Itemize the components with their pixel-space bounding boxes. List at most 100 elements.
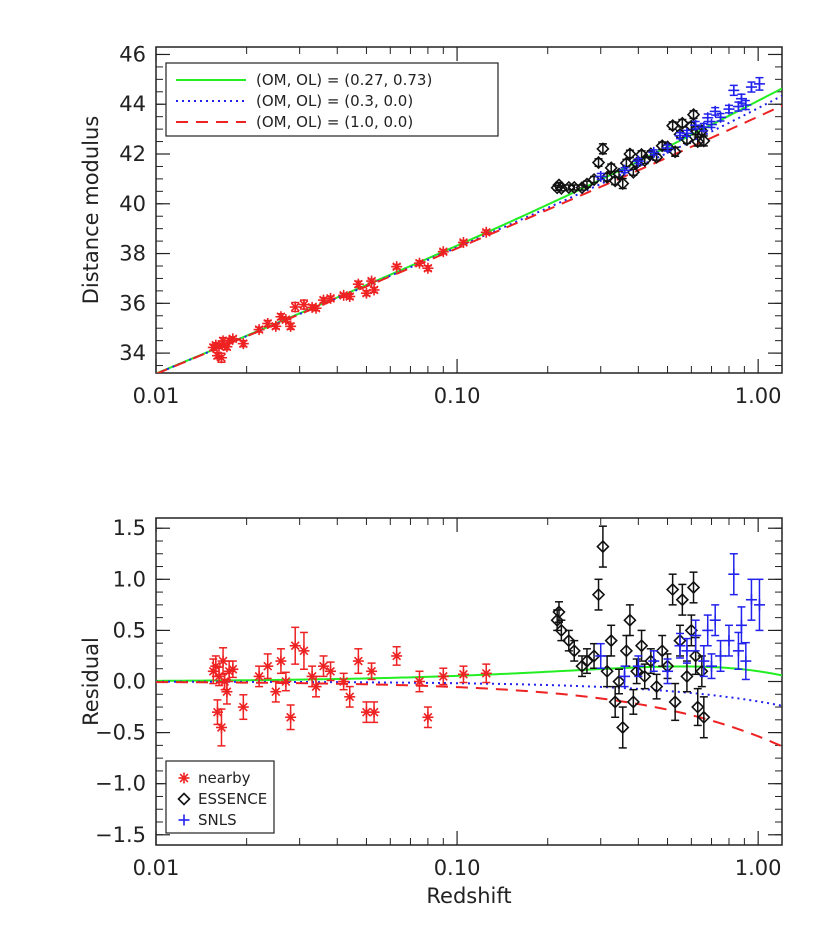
- diamond-marker: [596, 539, 610, 554]
- diamond-marker: [591, 588, 606, 602]
- data-point-snls: [698, 121, 710, 133]
- asterisk-marker-stroke: [263, 319, 273, 328]
- asterisk-marker-stroke: [367, 666, 377, 676]
- diamond-marker: [623, 147, 637, 161]
- data-point-essence: [697, 696, 711, 739]
- y-tick-label: −1.0: [95, 772, 146, 796]
- data-point-essence: [686, 107, 701, 122]
- data-point-essence: [600, 655, 614, 688]
- data-point-nearby: [338, 672, 350, 691]
- asterisk-marker-stroke: [211, 661, 221, 671]
- data-point-essence: [587, 642, 601, 669]
- data-point-snls: [619, 164, 631, 176]
- asterisk-marker-stroke: [438, 247, 448, 257]
- legend-series-name: ESSENCE: [198, 790, 267, 808]
- data-point-essence: [619, 156, 634, 170]
- asterisk-marker-stroke: [415, 677, 424, 686]
- curve-legend: (OM, OL) = (0.27, 0.73) (OM, OL) = (0.3, …: [165, 62, 499, 137]
- asterisk-marker-stroke: [367, 276, 377, 286]
- asterisk-marker-stroke: [353, 279, 363, 289]
- data-point-essence: [552, 601, 566, 623]
- diamond-marker: [634, 639, 649, 653]
- diamond-marker: [689, 649, 703, 663]
- data-point-nearby: [344, 685, 356, 708]
- asterisk-marker-stroke: [217, 723, 226, 732]
- diamond-marker: [691, 134, 705, 149]
- y-tick-label: 0.5: [113, 618, 146, 642]
- asterisk-marker-stroke: [254, 325, 264, 335]
- data-point-snls: [674, 130, 686, 142]
- asterisk-marker-stroke: [179, 773, 189, 783]
- y-axis-label: Distance modulus: [79, 116, 103, 305]
- asterisk-marker-stroke: [299, 646, 309, 656]
- diamond-marker: [567, 644, 581, 658]
- data-point-essence: [604, 624, 618, 657]
- data-point-nearby: [317, 655, 329, 678]
- data-point-essence: [666, 118, 680, 133]
- legend-series-name: SNLS: [198, 811, 237, 829]
- asterisk-marker-stroke: [271, 321, 281, 331]
- diamond-marker: [616, 720, 630, 735]
- data-points-group: [207, 76, 765, 364]
- y-tick-label: −0.5: [95, 721, 146, 745]
- asterisk-marker-stroke: [286, 712, 296, 722]
- data-point-snls: [735, 93, 747, 105]
- diamond-marker: [675, 593, 689, 607]
- asterisk-marker-stroke: [271, 687, 281, 697]
- data-point-essence: [619, 634, 634, 667]
- data-point-essence: [668, 145, 682, 159]
- data-point-snls: [674, 632, 686, 659]
- data-point-nearby: [262, 317, 274, 329]
- data-point-essence: [596, 142, 610, 156]
- asterisk-marker-stroke: [369, 285, 379, 295]
- data-point-snls: [698, 644, 710, 678]
- diamond-marker: [697, 710, 711, 724]
- data-point-essence: [591, 578, 606, 611]
- data-point-nearby: [413, 257, 425, 269]
- y-tick-label: −1.5: [95, 823, 146, 847]
- asterisk-marker-stroke: [238, 339, 248, 349]
- legend-entry-label: (OM, OL) = (1.0, 0.0): [256, 113, 413, 131]
- data-point-nearby: [457, 665, 469, 684]
- data-point-snls: [715, 111, 727, 123]
- x-axis-label: Redshift: [426, 884, 511, 908]
- asterisk-marker-stroke: [222, 687, 232, 697]
- data-point-snls: [735, 606, 747, 645]
- data-point-nearby: [368, 284, 380, 296]
- y-tick-label: 1.5: [113, 516, 146, 540]
- data-point-essence: [626, 688, 640, 715]
- data-point-nearby: [237, 694, 249, 721]
- x-tick-label: 0.10: [434, 384, 481, 408]
- data-point-snls: [706, 653, 718, 680]
- data-point-essence: [623, 147, 637, 161]
- data-point-essence: [691, 687, 705, 727]
- data-point-nearby: [289, 301, 301, 313]
- data-point-snls: [690, 619, 702, 652]
- x-tick-label: 0.10: [434, 856, 481, 880]
- asterisk-marker-stroke: [326, 666, 336, 676]
- model-curve-dashed: [156, 681, 782, 748]
- data-point-nearby: [366, 662, 378, 681]
- data-point-essence: [567, 180, 581, 195]
- data-point-snls: [723, 103, 735, 115]
- model-curve-dashed: [156, 104, 782, 373]
- data-point-nearby: [310, 302, 322, 314]
- diamond-marker: [686, 580, 701, 595]
- curve-legend-box: [165, 62, 499, 137]
- asterisk-marker-stroke: [319, 661, 328, 671]
- data-point-snls: [690, 119, 702, 131]
- model-curve-solid: [156, 665, 782, 682]
- data-point-snls: [702, 614, 714, 647]
- data-point-nearby: [422, 706, 434, 729]
- asterisk-marker-stroke: [481, 227, 491, 237]
- diamond-marker: [554, 623, 568, 638]
- data-point-nearby: [275, 648, 287, 675]
- data-point-snls: [723, 624, 735, 657]
- diamond-marker: [697, 134, 711, 148]
- y-tick-label: 38: [119, 242, 146, 266]
- asterisk-marker-stroke: [311, 303, 321, 313]
- asterisk-marker-stroke: [290, 641, 300, 651]
- data-point-nearby: [253, 324, 265, 336]
- data-point-nearby: [338, 289, 350, 301]
